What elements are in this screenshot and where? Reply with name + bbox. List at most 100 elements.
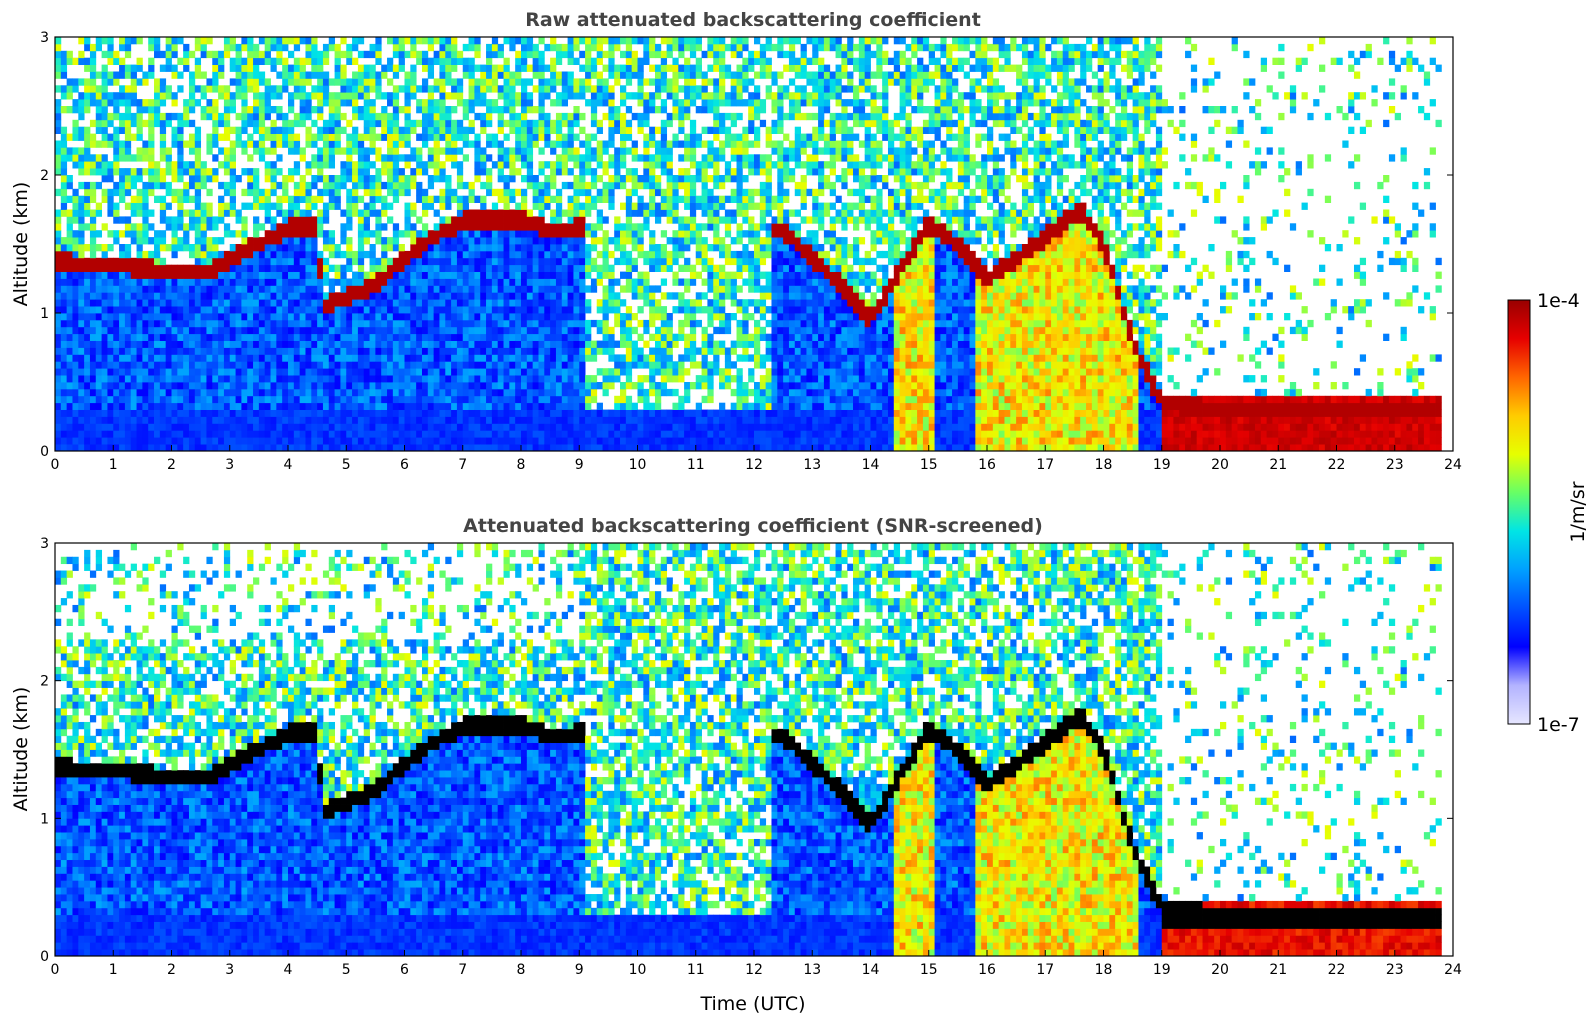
- heatmap-cell: [229, 78, 236, 86]
- heatmap-cell: [567, 382, 574, 390]
- heatmap-cell: [177, 237, 184, 245]
- heatmap-cell: [124, 375, 132, 383]
- heatmap-cell: [89, 333, 97, 341]
- heatmap-cell: [84, 347, 91, 355]
- heatmap-cell: [456, 126, 464, 134]
- heatmap-cell: [375, 423, 382, 431]
- heatmap-cell: [264, 106, 271, 114]
- heatmap-cell: [171, 319, 178, 328]
- heatmap-cell: [247, 250, 254, 259]
- heatmap-cell: [538, 223, 545, 231]
- heatmap-cell: [101, 99, 108, 107]
- heatmap-cell: [194, 444, 202, 452]
- heatmap-cell: [223, 119, 231, 128]
- heatmap-cell: [212, 223, 219, 231]
- heatmap-cell: [276, 133, 283, 141]
- heatmap-cell: [398, 126, 405, 134]
- heatmap-cell: [532, 223, 539, 231]
- heatmap-cell: [550, 437, 557, 445]
- heatmap-cell: [369, 230, 376, 238]
- heatmap-cell: [357, 64, 365, 72]
- heatmap-cell: [456, 133, 464, 141]
- heatmap-cell: [567, 154, 574, 162]
- heatmap-cell: [188, 140, 196, 148]
- heatmap-cell: [509, 368, 516, 376]
- heatmap-cell: [165, 292, 172, 300]
- heatmap-cell: [544, 382, 551, 390]
- heatmap-cell: [124, 292, 132, 300]
- heatmap-cell: [183, 99, 190, 107]
- heatmap-cell: [550, 299, 557, 307]
- heatmap-cell: [398, 416, 405, 424]
- heatmap-cell: [416, 216, 423, 224]
- heatmap-cell: [124, 223, 132, 231]
- heatmap-cell: [95, 313, 103, 321]
- heatmap-cell: [381, 375, 388, 383]
- heatmap-cell: [253, 175, 260, 183]
- heatmap-cell: [468, 402, 475, 410]
- heatmap-cell: [486, 85, 493, 93]
- heatmap-cell: [398, 85, 405, 93]
- heatmap-cell: [375, 354, 382, 362]
- heatmap-cell: [124, 37, 132, 45]
- heatmap-cell: [346, 223, 353, 231]
- heatmap-cell: [200, 278, 207, 286]
- heatmap-cell: [544, 292, 551, 300]
- heatmap-cell: [392, 140, 400, 148]
- heatmap-cell: [515, 340, 522, 348]
- heatmap-cell: [78, 78, 85, 86]
- heatmap-cell: [84, 333, 91, 341]
- heatmap-cell: [177, 382, 184, 390]
- heatmap-cell: [258, 430, 266, 438]
- heatmap-cell: [410, 354, 417, 362]
- heatmap-cell: [130, 64, 137, 72]
- heatmap-cell: [101, 361, 108, 369]
- heatmap-cell: [439, 340, 446, 348]
- heatmap-cell: [340, 368, 347, 376]
- heatmap-cell: [218, 202, 225, 210]
- heatmap-cell: [322, 423, 330, 431]
- heatmap-cell: [521, 271, 528, 279]
- heatmap-cell: [404, 209, 411, 217]
- heatmap-cell: [474, 326, 481, 335]
- heatmap-cell: [340, 64, 347, 72]
- heatmap-cell: [130, 347, 137, 355]
- heatmap-cell: [381, 112, 388, 121]
- heatmap-cell: [154, 423, 161, 431]
- heatmap-cell: [84, 306, 91, 314]
- heatmap-cell: [101, 299, 108, 307]
- heatmap-cell: [282, 299, 289, 307]
- heatmap-cell: [188, 292, 196, 300]
- heatmap-cell: [474, 140, 481, 148]
- heatmap-cell: [258, 395, 266, 404]
- heatmap-cell: [177, 71, 184, 79]
- heatmap-cell: [416, 244, 423, 252]
- heatmap-cell: [66, 437, 73, 445]
- heatmap-cell: [625, 71, 633, 79]
- heatmap-cell: [276, 85, 283, 93]
- heatmap-cell: [334, 78, 341, 86]
- heatmap-cell: [142, 195, 149, 203]
- heatmap-cell: [293, 92, 301, 100]
- heatmap-cell: [247, 202, 254, 210]
- heatmap-cell: [561, 319, 569, 328]
- heatmap-cell: [404, 402, 411, 410]
- heatmap-cell: [200, 416, 207, 424]
- heatmap-cell: [567, 85, 574, 93]
- heatmap-cell: [288, 37, 295, 45]
- heatmap-cell: [521, 278, 528, 286]
- heatmap-cell: [288, 168, 295, 176]
- heatmap-cell: [154, 78, 161, 86]
- heatmap-cell: [299, 257, 306, 266]
- heatmap-cell: [550, 354, 557, 362]
- heatmap-cell: [620, 257, 627, 266]
- heatmap-cell: [369, 313, 376, 321]
- heatmap-cell: [113, 444, 120, 452]
- heatmap-cell: [445, 78, 452, 86]
- heatmap-cell: [276, 402, 283, 410]
- heatmap-cell: [276, 395, 283, 404]
- heatmap-cell: [119, 230, 126, 238]
- heatmap-cell: [620, 244, 627, 252]
- heatmap-cell: [55, 126, 62, 134]
- heatmap-cell: [328, 147, 336, 155]
